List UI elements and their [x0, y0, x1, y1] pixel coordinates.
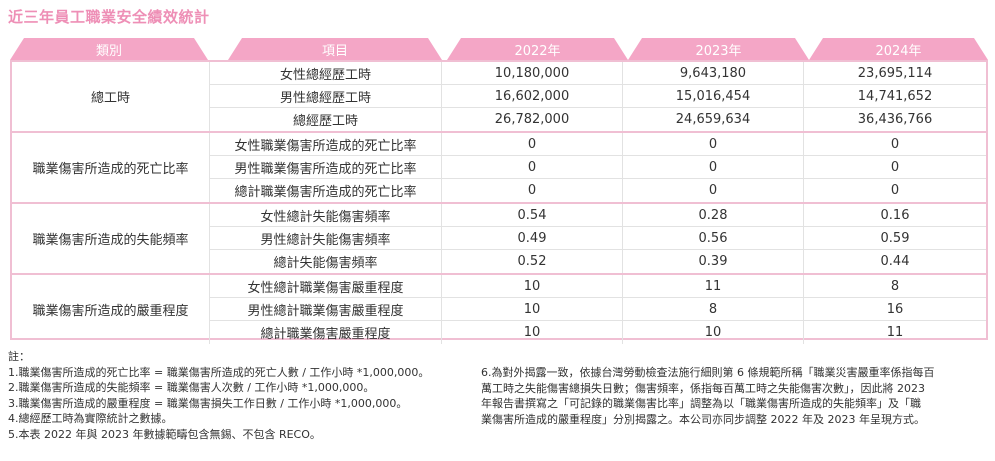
item-cell: 男性總計職業傷害嚴重程度: [210, 298, 442, 321]
note-item: 4.總經歷工時為實際統計之數據。: [8, 412, 173, 425]
value-2023-cell: 8: [623, 298, 804, 321]
item-cell: 總經歷工時: [210, 108, 442, 131]
note-line: 年報告書撰寫之「可記錄的職業傷害比率」調整為以「職業傷害所造成的失能頻率」及「職: [481, 397, 921, 410]
notes-label: 註：: [8, 350, 30, 363]
value-2024-cell: 0.59: [804, 227, 986, 250]
safety-table: 總工時 女性總經歷工時 10,180,000 9,643,180 23,695,114 男…: [10, 60, 988, 344]
item-cell: 女性總計職業傷害嚴重程度: [210, 275, 442, 298]
value-2023-cell: 0: [623, 179, 804, 202]
value-2024-cell: 36,436,766: [857, 112, 933, 127]
note-item: 1.職業傷害所造成的死亡比率 = 職業傷害所造成的死亡人數 / 工作小時 *1,…: [8, 365, 430, 379]
note-item: 3.職業傷害所造成的嚴重程度 = 職業傷害損失工作日數 / 工作小時 *1,00…: [8, 396, 408, 410]
group-divider: [12, 131, 986, 133]
header-2024: 2024年: [809, 38, 988, 60]
value-2024-cell: 23,695,114: [804, 62, 986, 85]
table-row: 男性總計職業傷害嚴重程度 10 8 16: [210, 298, 986, 321]
page-title: 近三年員工職業安全績效統計: [8, 8, 210, 26]
item-cell: 女性職業傷害所造成的死亡比率: [210, 133, 442, 156]
header-category: 類別: [10, 38, 208, 60]
value-2023-cell: 0.28: [623, 204, 804, 227]
item-cell: 總計失能傷害頻率: [210, 250, 442, 273]
notes-right: 6.為對外揭露一致，依據台灣勞動檢查法施行細則第 6 條規範所稱「職業災害嚴重率…: [481, 365, 981, 427]
value-2022-cell: 0.52: [442, 250, 623, 273]
value-2022-cell: 10: [442, 321, 623, 344]
value-2024-cell: 0: [890, 183, 900, 198]
category-cell: 職業傷害所造成的失能頻率: [12, 204, 210, 273]
value-2022-cell: 10,180,000: [442, 62, 623, 85]
header-item: 項目: [228, 38, 442, 60]
value-2024-cell: 11: [886, 325, 904, 340]
note-item: 5.本表 2022 年與 2023 年數據範疇包含無錫、不包含 RECO。: [8, 427, 321, 441]
value-2022-cell: 0.49: [442, 227, 623, 250]
value-2023-cell: 15,016,454: [623, 85, 804, 108]
value-2024-cell: 0: [804, 156, 986, 179]
value-2022-cell: 10: [442, 298, 623, 321]
value-2022-cell: 0: [442, 156, 623, 179]
value-2023-cell: 11: [623, 275, 804, 298]
value-2024-cell: 16: [804, 298, 986, 321]
item-cell: 男性總計失能傷害頻率: [210, 227, 442, 250]
value-2023-cell: 0.56: [623, 227, 804, 250]
item-cell: 男性總經歷工時: [210, 85, 442, 108]
table-group: 職業傷害所造成的嚴重程度 女性總計職業傷害嚴重程度 10 11 8 男性總計職業傷害嚴重程…: [12, 275, 986, 344]
value-2022-cell: 16,602,000: [442, 85, 623, 108]
item-cell: 總計職業傷害嚴重程度: [210, 321, 442, 344]
table-row: 女性總經歷工時 10,180,000 9,643,180 23,695,114: [210, 62, 986, 85]
table-row: 男性總計失能傷害頻率 0.49 0.56 0.59: [210, 227, 986, 250]
value-2023-cell: 9,643,180: [623, 62, 804, 85]
category-cell: 職業傷害所造成的嚴重程度: [12, 275, 210, 344]
table-header: 類別 項目 2022年 2023年 2024年: [10, 38, 988, 60]
value-2024-cell: 0: [804, 133, 986, 156]
value-2023-cell: 24,659,634: [623, 108, 804, 131]
item-cell: 男性職業傷害所造成的死亡比率: [210, 156, 442, 179]
table-row: 女性職業傷害所造成的死亡比率 0 0 0: [210, 133, 986, 156]
header-2022: 2022年: [447, 38, 628, 60]
note-line: 業傷害所造成的嚴重程度」分別揭露之。本公司亦同步調整 2022 年及 2023 …: [481, 412, 925, 426]
notes-left: 註： 1.職業傷害所造成的死亡比率 = 職業傷害所造成的死亡人數 / 工作小時 …: [8, 349, 429, 442]
table-row: 總經歷工時 26,782,000 24,659,634 36,436,766: [210, 108, 986, 131]
table-row: 男性總經歷工時 16,602,000 15,016,454 14,741,652: [210, 85, 986, 108]
note-line: 6.為對外揭露一致，依據台灣勞動檢查法施行細則第 6 條規範所稱「職業災害嚴重率…: [481, 366, 935, 379]
value-2023-cell: 0: [623, 156, 804, 179]
category-cell: 總工時: [12, 62, 210, 131]
header-2023: 2023年: [628, 38, 809, 60]
value-2023-cell: 10: [623, 321, 804, 344]
table-row: 總計職業傷害嚴重程度 10 10 11: [210, 321, 986, 344]
value-2024-cell: 0.44: [880, 254, 910, 269]
table-group: 職業傷害所造成的失能頻率 女性總計失能傷害頻率 0.54 0.28 0.16 男性總計失能…: [12, 204, 986, 273]
table-row: 女性總計失能傷害頻率 0.54 0.28 0.16: [210, 204, 986, 227]
table-row: 總計失能傷害頻率 0.52 0.39 0.44: [210, 250, 986, 273]
value-2024-cell: 8: [804, 275, 986, 298]
value-2023-cell: 0.39: [623, 250, 804, 273]
table-row: 總計職業傷害所造成的死亡比率 0 0 0: [210, 179, 986, 202]
item-cell: 總計職業傷害所造成的死亡比率: [210, 179, 442, 202]
item-cell: 女性總經歷工時: [210, 62, 442, 85]
group-divider: [12, 202, 986, 204]
category-cell: 職業傷害所造成的死亡比率: [12, 133, 210, 202]
value-2024-cell: 0.16: [804, 204, 986, 227]
value-2022-cell: 26,782,000: [442, 108, 623, 131]
value-2024-cell: 14,741,652: [804, 85, 986, 108]
group-divider: [12, 273, 986, 275]
value-2022-cell: 0.54: [442, 204, 623, 227]
table-group: 總工時 女性總經歷工時 10,180,000 9,643,180 23,695,114 男…: [12, 62, 986, 131]
note-item: 2.職業傷害所造成的失能頻率 = 職業傷害人次數 / 工作小時 *1,000,0…: [8, 381, 375, 394]
table-group: 職業傷害所造成的死亡比率 女性職業傷害所造成的死亡比率 0 0 0 男性職業傷害所造成的死…: [12, 133, 986, 202]
note-line: 萬工時之失能傷害總損失日數；傷害頻率，係指每百萬工時之失能傷害次數」，因此將 2…: [481, 381, 925, 395]
value-2022-cell: 0: [442, 179, 623, 202]
value-2022-cell: 10: [442, 275, 623, 298]
item-cell: 女性總計失能傷害頻率: [210, 204, 442, 227]
value-2023-cell: 0: [623, 133, 804, 156]
table-row: 女性總計職業傷害嚴重程度 10 11 8: [210, 275, 986, 298]
value-2022-cell: 0: [442, 133, 623, 156]
table-row: 男性職業傷害所造成的死亡比率 0 0 0: [210, 156, 986, 179]
